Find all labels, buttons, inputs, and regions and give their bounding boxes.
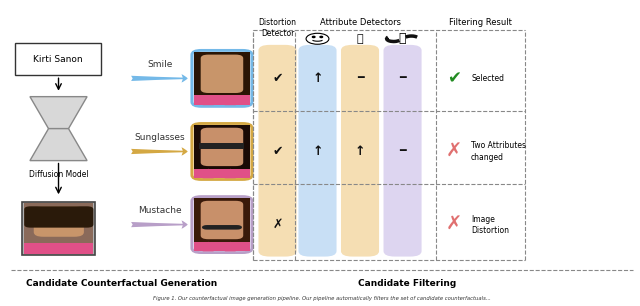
- Text: Candidate Filtering: Candidate Filtering: [358, 279, 457, 289]
- Bar: [195, 242, 250, 252]
- FancyBboxPatch shape: [201, 54, 243, 93]
- Text: 〜: 〜: [399, 32, 406, 45]
- Polygon shape: [225, 242, 236, 252]
- Text: Mustache: Mustache: [138, 207, 182, 215]
- Polygon shape: [203, 95, 214, 105]
- FancyBboxPatch shape: [298, 45, 337, 256]
- Bar: [15, 43, 101, 75]
- FancyBboxPatch shape: [24, 206, 93, 228]
- FancyBboxPatch shape: [34, 206, 84, 237]
- Bar: [200, 143, 244, 149]
- Bar: [195, 169, 250, 178]
- Text: ━: ━: [399, 73, 406, 83]
- Text: ━: ━: [356, 73, 364, 83]
- Text: Diffusion Model: Diffusion Model: [29, 170, 88, 179]
- Text: ↑: ↑: [355, 145, 365, 158]
- Bar: [195, 52, 250, 105]
- Text: Distortion
Detector: Distortion Detector: [259, 18, 296, 38]
- Polygon shape: [225, 169, 236, 178]
- Text: Candidate Counterfactual Generation: Candidate Counterfactual Generation: [26, 279, 218, 289]
- Bar: [24, 203, 93, 254]
- Bar: [195, 95, 250, 105]
- Text: ✔: ✔: [447, 69, 461, 88]
- Text: ✔: ✔: [272, 72, 283, 85]
- Circle shape: [320, 36, 323, 38]
- FancyBboxPatch shape: [201, 128, 243, 166]
- FancyBboxPatch shape: [259, 45, 296, 256]
- Text: Figure 1. Our counterfactual image generation pipeline. Our pipeline automatical: Figure 1. Our counterfactual image gener…: [153, 296, 491, 301]
- FancyBboxPatch shape: [192, 196, 252, 253]
- Text: ✗: ✗: [446, 215, 462, 234]
- Text: ↑: ↑: [312, 145, 323, 158]
- Polygon shape: [30, 129, 87, 161]
- Circle shape: [312, 36, 315, 38]
- Text: 🕶: 🕶: [356, 34, 364, 44]
- Text: Sunglasses: Sunglasses: [135, 133, 186, 142]
- FancyBboxPatch shape: [192, 50, 252, 106]
- Bar: [195, 125, 250, 178]
- Bar: [195, 198, 250, 252]
- Text: ✗: ✗: [272, 218, 283, 231]
- Text: ✔: ✔: [272, 145, 283, 158]
- Text: Selected: Selected: [471, 74, 504, 83]
- Bar: [22, 202, 95, 255]
- Text: Two Attributes
changed: Two Attributes changed: [471, 141, 526, 162]
- FancyBboxPatch shape: [202, 225, 242, 230]
- Polygon shape: [203, 242, 214, 252]
- Bar: [24, 244, 93, 254]
- FancyBboxPatch shape: [341, 45, 379, 256]
- Polygon shape: [30, 97, 87, 129]
- Text: Kirti Sanon: Kirti Sanon: [33, 55, 83, 64]
- Text: ━: ━: [399, 147, 406, 156]
- Text: ✗: ✗: [446, 142, 462, 161]
- Polygon shape: [203, 169, 214, 178]
- Text: Attribute Detectors: Attribute Detectors: [319, 18, 401, 27]
- FancyBboxPatch shape: [201, 201, 243, 239]
- Polygon shape: [225, 95, 236, 105]
- Text: ↑: ↑: [312, 72, 323, 85]
- FancyBboxPatch shape: [192, 123, 252, 180]
- Text: Smile: Smile: [147, 60, 173, 69]
- Text: Filtering Result: Filtering Result: [449, 18, 512, 27]
- FancyBboxPatch shape: [383, 45, 422, 256]
- Text: Image
Distortion: Image Distortion: [471, 215, 509, 235]
